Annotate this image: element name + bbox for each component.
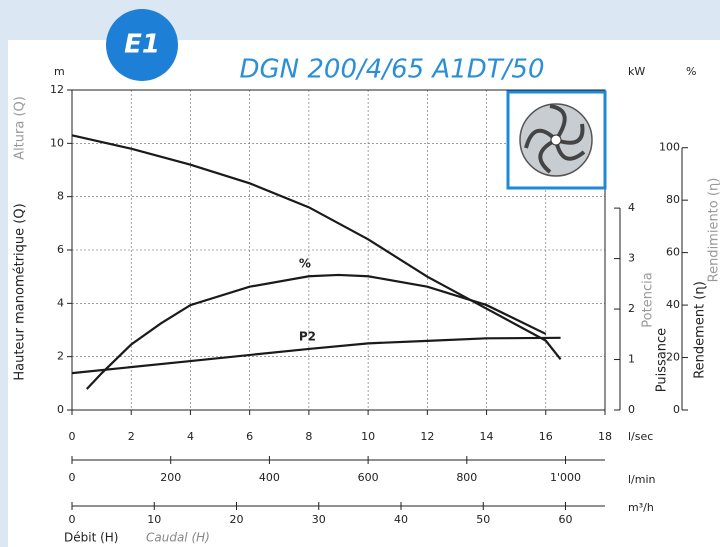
x3-tick-label: 10 (147, 513, 161, 526)
y-tick-label: 12 (50, 83, 64, 96)
y-tick-label: 2 (57, 350, 64, 363)
x3-unit: m³/h (628, 501, 654, 514)
y-unit: m (54, 65, 65, 78)
x2-tick-label: 1'000 (550, 471, 581, 484)
x3-tick-label: 20 (230, 513, 244, 526)
plot-frame (71, 89, 606, 411)
x2-tick-label: 800 (456, 471, 477, 484)
curve (86, 273, 547, 390)
x3-tick-label: 30 (312, 513, 326, 526)
x-tick-label: 8 (305, 430, 312, 443)
x2-tick-label: 600 (358, 471, 379, 484)
x3-tick-label: 50 (476, 513, 490, 526)
x-tick-label: 10 (361, 430, 375, 443)
y3-tick-label: 40 (666, 298, 680, 311)
x-tick-label: 12 (420, 430, 434, 443)
y2-tick-label: 2 (628, 302, 635, 315)
curve (71, 134, 562, 361)
chart-title: DGN 200/4/65 A1DT/50 (240, 55, 545, 85)
y2-tick-label: 1 (628, 353, 635, 366)
badge: E1 (124, 30, 160, 60)
x-unit: l/sec (628, 430, 653, 443)
y3-label: Rendement (ɳ) (693, 281, 708, 379)
x2-tick-label: 200 (160, 471, 181, 484)
y3-label-alt: Rendimiento (ɳ) (707, 178, 720, 283)
y2-label: Puissance (655, 328, 670, 392)
x-tick-label: 14 (480, 430, 494, 443)
x3-tick-label: 0 (69, 513, 76, 526)
y-tick-label: 6 (57, 243, 64, 256)
x-tick-label: 6 (246, 430, 253, 443)
x2-tick-label: 400 (259, 471, 280, 484)
y3-tick-label: 60 (666, 246, 680, 259)
x-tick-label: 4 (187, 430, 194, 443)
x-tick-label: 2 (128, 430, 135, 443)
x3-tick-label: 60 (559, 513, 573, 526)
badge-circle (106, 9, 178, 81)
y2-tick-label: 3 (628, 252, 635, 265)
y-label: Hauteur manométrique (Q) (13, 203, 28, 380)
x-tick-label: 16 (539, 430, 553, 443)
y2-label-alt: Potencia (641, 272, 656, 327)
y3-unit: % (686, 65, 696, 78)
y3-tick-label: 100 (659, 141, 680, 154)
x2-unit: l/min (628, 473, 656, 486)
series-label: P2 (299, 329, 316, 343)
x-label: Débit (H) (64, 531, 118, 545)
x2-tick-label: 0 (69, 471, 76, 484)
y3-tick-label: 0 (673, 403, 680, 416)
y-tick-label: 8 (57, 190, 64, 203)
y2-tick-label: 4 (628, 201, 635, 214)
curve (71, 336, 561, 375)
y3-tick-label: 80 (666, 193, 680, 206)
y2-tick-label: 0 (628, 403, 635, 416)
series-label: % (299, 257, 311, 271)
x-label-alt: Caudal (H) (146, 531, 210, 545)
y-label-alt: Altura (Q) (13, 96, 28, 160)
x3-tick-label: 40 (394, 513, 408, 526)
y-tick-label: 0 (57, 403, 64, 416)
x-tick-label: 0 (69, 430, 76, 443)
y-tick-label: 4 (57, 296, 64, 309)
impeller (506, 90, 607, 190)
y3-tick-label: 20 (666, 351, 680, 364)
y2-unit: kW (628, 65, 645, 78)
x-tick-label: 18 (598, 430, 612, 443)
y-tick-label: 10 (50, 136, 64, 149)
